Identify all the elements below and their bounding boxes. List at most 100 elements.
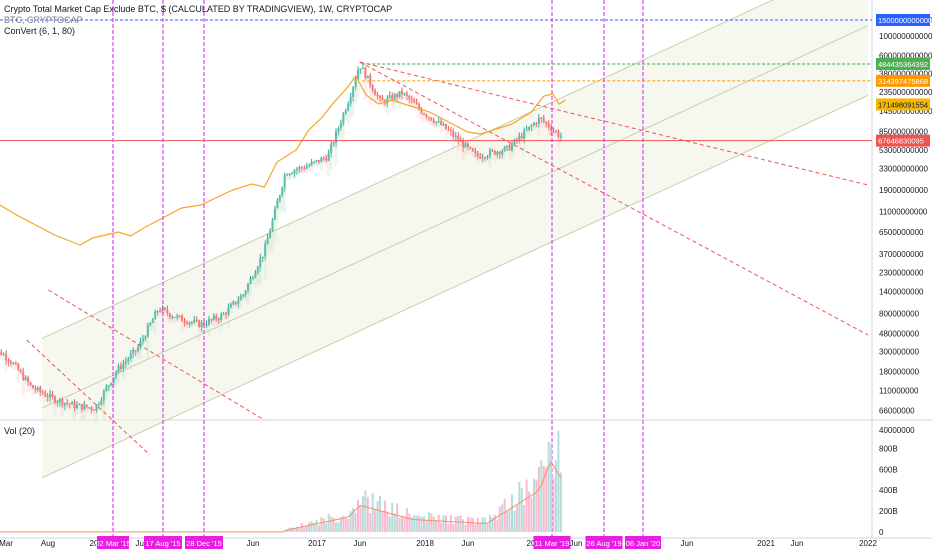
indicator-shade (163, 307, 167, 314)
candle-body (432, 120, 435, 123)
volume-pane (0, 430, 562, 533)
time-tick-label: Jun (136, 539, 149, 548)
time-tick-label: 20 (527, 539, 536, 548)
indicator-shade (200, 322, 204, 336)
indicator-shade (270, 219, 274, 254)
indicator-shade (77, 404, 81, 411)
volume-bar (513, 510, 516, 532)
price-badge: 67646830095 (876, 134, 930, 147)
price-tick-label: 85000000000 (879, 128, 928, 137)
indicator-shade (525, 129, 529, 136)
indicator-shade (229, 304, 233, 314)
indicator-shade (324, 158, 328, 166)
volume-label[interactable]: Vol (20) (4, 426, 36, 436)
candle-body (337, 128, 340, 132)
indicator-shade (178, 315, 182, 322)
indicator-shade (85, 404, 89, 413)
volume-bar (457, 515, 460, 532)
indicator-shade (310, 162, 314, 172)
candle-body (22, 371, 25, 380)
indicator-shade (317, 160, 321, 167)
candle-body (347, 103, 350, 111)
price-tick-label: 3700000000 (879, 250, 924, 259)
indicator-shade (283, 175, 287, 213)
volume-bar (467, 516, 470, 532)
volume-bar (486, 523, 489, 532)
indicator-shade (349, 96, 353, 118)
volume-tick-label: 400B (879, 486, 898, 495)
indicator-shade (530, 125, 534, 132)
candle-body (371, 85, 374, 91)
indicator-shade (290, 173, 294, 180)
price-tick-label: 380000000000 (879, 69, 932, 78)
time-tick-label: Mar (0, 539, 13, 548)
indicator-shade (556, 131, 560, 148)
indicator-shade (549, 127, 553, 139)
candle-body (222, 313, 225, 315)
candle-body (559, 136, 562, 138)
indicator-shade (68, 403, 72, 410)
date-marker-badge-bg (97, 536, 129, 549)
volume-bar (479, 522, 482, 532)
chart-title: Crypto Total Market Cap Exclude BTC, $ (… (4, 4, 393, 14)
indicator-shade (402, 93, 406, 100)
date-marker-badge: 17 Aug '15 (144, 536, 182, 549)
volume-tick-label: 200B (879, 507, 898, 516)
candle-body (63, 402, 66, 406)
volume-bar (286, 529, 289, 532)
candle-body (550, 127, 553, 132)
volume-bar (535, 479, 538, 532)
indicator-shade (471, 148, 475, 158)
volume-tick-label: 0 (879, 528, 884, 537)
indicator-shade (466, 143, 470, 155)
indicator-shade (65, 402, 69, 409)
candle-body (332, 142, 335, 145)
indicator-shade (209, 319, 213, 326)
indicator-shade (63, 402, 67, 411)
indicator-shade (444, 124, 448, 139)
candle-body (484, 157, 487, 159)
candle-body (413, 100, 416, 103)
candle-body (49, 393, 52, 398)
candle-body (183, 321, 186, 323)
indicator-shade (192, 320, 196, 327)
volume-bar (447, 523, 450, 532)
candle-body (557, 131, 560, 137)
volume-bar (425, 520, 428, 532)
indicator-shade (346, 103, 350, 124)
candle-body (261, 256, 264, 258)
volume-bar (440, 522, 443, 532)
date-marker-badge-bg (585, 536, 623, 549)
volume-bar (501, 504, 504, 532)
indicator-shade (483, 157, 487, 164)
indicator-shade (380, 98, 384, 106)
date-marker-label: 06 Jan '20 (626, 539, 660, 548)
candle-body (127, 359, 130, 362)
indicator-shade (258, 257, 262, 286)
candle-body (496, 152, 499, 155)
candle-body (508, 145, 511, 151)
indicator-shade (383, 100, 387, 109)
indicator-shade (139, 341, 143, 360)
volume-bar (354, 512, 357, 532)
candle-body (437, 121, 440, 123)
candle-body (36, 387, 39, 391)
price-badge: 314397475868 (876, 74, 930, 87)
volume-bar (471, 518, 474, 532)
indicator-shade (119, 366, 123, 375)
indicator-label[interactable]: ConVert (6, 1, 80) (4, 26, 76, 36)
volume-bar (442, 515, 445, 532)
candle-body (237, 300, 240, 304)
candle-body (464, 143, 467, 148)
candle-body (357, 70, 360, 80)
date-marker-badge: 28 Dec '15 (185, 536, 223, 549)
indicator-shade (141, 338, 145, 347)
compare-symbol[interactable]: BTC, CRYPTOCAP (4, 15, 83, 25)
indicator-shade (231, 301, 235, 310)
indicator-shade (493, 150, 497, 163)
candle-body (269, 230, 272, 239)
channel-mid (41, 25, 869, 409)
candle-body (93, 409, 96, 411)
time-axis: Mar Aug 20 Jun Jun 2017 Jun 2018 Jun 20 Jun Jun 2021… (0, 536, 877, 549)
